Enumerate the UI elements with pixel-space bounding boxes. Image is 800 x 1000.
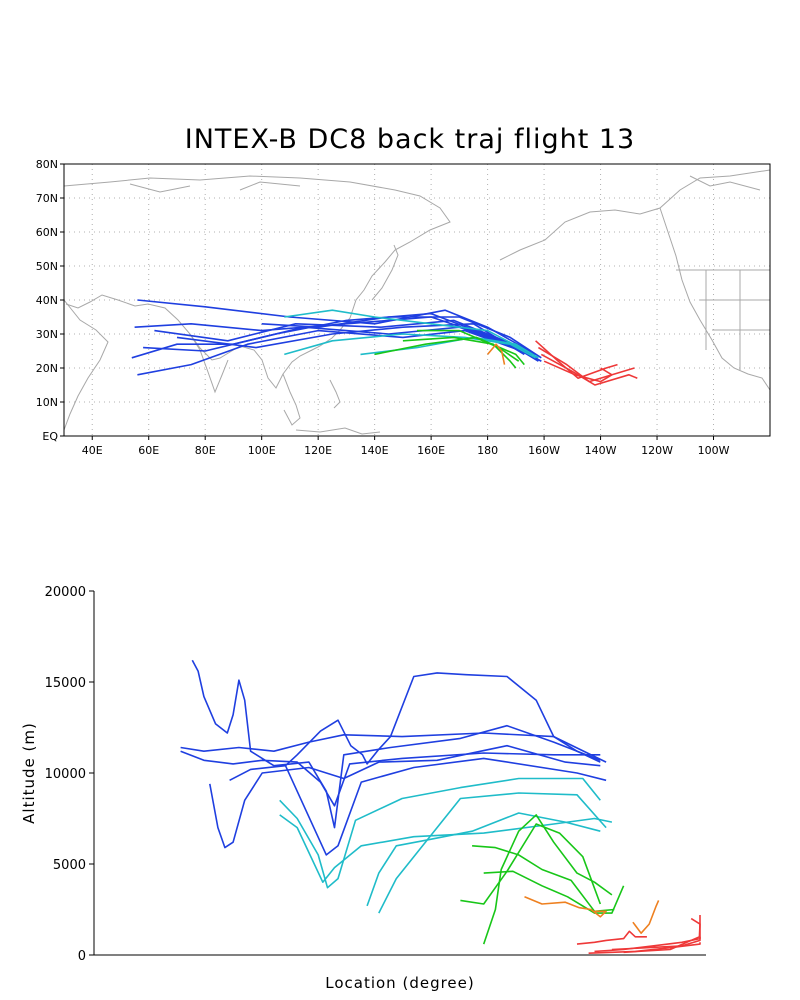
map-x-tick-label: 120E bbox=[304, 444, 332, 457]
altitude-y-tick-label: 5000 bbox=[53, 858, 86, 873]
map-trajectory-line bbox=[176, 323, 525, 356]
coastline-india bbox=[189, 333, 229, 394]
coastline-africa bbox=[63, 299, 109, 431]
map-x-tick-label: 60E bbox=[138, 444, 159, 457]
map-x-ticks: 40E 60E 80E 100E 120E 140E 160E 180 160W 140W 120W… bbox=[82, 436, 730, 457]
altitude-trajectory-line bbox=[209, 744, 601, 849]
map-trajectory-line bbox=[284, 309, 534, 356]
coastline-indochina bbox=[282, 373, 301, 426]
coastline-japan bbox=[371, 244, 399, 301]
map-x-tick-label: 140W bbox=[585, 444, 617, 457]
map-y-tick-label: 40N bbox=[36, 294, 58, 307]
coastlines bbox=[63, 169, 771, 435]
altitude-y-tick-label: 10000 bbox=[45, 767, 86, 782]
altitude-y-tick-label: 20000 bbox=[45, 585, 86, 600]
map-x-tick-label: 160W bbox=[528, 444, 560, 457]
map-x-tick-label: 120W bbox=[641, 444, 673, 457]
map-x-tick-label: 100E bbox=[248, 444, 276, 457]
altitude-trajectory-line bbox=[524, 896, 607, 918]
coastline-eurasia bbox=[63, 175, 451, 389]
altitude-x-label: Location (degree) bbox=[325, 974, 474, 992]
map-trajectory-line bbox=[261, 316, 542, 359]
altitude-y-tick-label: 15000 bbox=[45, 676, 86, 691]
coastline-alaska bbox=[499, 169, 771, 261]
altitude-trajectory-line bbox=[180, 750, 601, 807]
map-trajectory-line bbox=[540, 353, 638, 386]
map-x-tick-label: 80E bbox=[195, 444, 216, 457]
map-trajectory-line bbox=[402, 336, 517, 369]
map-y-tick-label: 80N bbox=[36, 158, 58, 171]
map-trajectory-line bbox=[486, 343, 506, 365]
map-trajectories bbox=[131, 299, 638, 386]
altitude-trajectory-line bbox=[576, 930, 647, 945]
map-x-tick-label: 40E bbox=[82, 444, 103, 457]
coastline-indonesia bbox=[295, 427, 381, 435]
altitude-y-tick-label: 0 bbox=[78, 949, 86, 964]
altitude-y-ticks: 0 5000 10000 15000 20000 bbox=[45, 585, 94, 964]
map-gridlines bbox=[64, 164, 770, 436]
altitude-trajectory-line bbox=[229, 757, 607, 856]
coastline-us-borders bbox=[676, 269, 770, 370]
altitude-trajectory-line bbox=[483, 870, 625, 914]
map-x-tick-label: 180 bbox=[477, 444, 498, 457]
altitude-trajectory-line bbox=[632, 900, 660, 934]
altitude-trajectory-line bbox=[623, 917, 701, 954]
map-y-tick-label: 50N bbox=[36, 260, 58, 273]
altitude-trajectory-line bbox=[284, 672, 601, 767]
map-y-tick-label: 10N bbox=[36, 396, 58, 409]
chart-title: INTEX-B DC8 back traj flight 13 bbox=[185, 124, 636, 155]
altitude-y-label: Altitude (m) bbox=[20, 722, 38, 824]
coastline-north-america bbox=[659, 207, 771, 391]
altitude-trajectory-line bbox=[482, 814, 613, 945]
coastline-philippines bbox=[329, 379, 341, 409]
altitude-trajectory-line bbox=[279, 777, 601, 889]
map-trajectory-line bbox=[154, 319, 542, 362]
altitude-trajectories bbox=[180, 659, 701, 954]
altitude-trajectory-line bbox=[611, 936, 701, 951]
altitude-trajectory-line bbox=[191, 659, 601, 829]
map-trajectory-line bbox=[137, 299, 536, 356]
map-trajectory-line bbox=[543, 360, 613, 383]
altitude-trajectory-line bbox=[472, 845, 615, 913]
map-y-tick-label: 30N bbox=[36, 328, 58, 341]
map-y-tick-label: 70N bbox=[36, 192, 58, 205]
map-x-tick-label: 100W bbox=[698, 444, 730, 457]
map-panel: INTEX-B DC8 back traj flight 13 40E 60E 80… bbox=[36, 124, 771, 457]
map-x-tick-label: 160E bbox=[417, 444, 445, 457]
altitude-trajectory-line bbox=[180, 732, 607, 763]
map-trajectory-line bbox=[143, 312, 536, 359]
map-y-tick-label: EQ bbox=[42, 430, 58, 443]
altitude-trajectory-line bbox=[366, 812, 601, 907]
altitude-trajectory-line bbox=[588, 942, 701, 954]
map-y-ticks: EQ 10N 20N 30N 40N 50N 60N 70N 80N bbox=[36, 158, 64, 443]
altitude-panel: 0 5000 10000 15000 20000 Location (degree) A… bbox=[20, 585, 706, 992]
map-y-tick-label: 60N bbox=[36, 226, 58, 239]
map-trajectory-line bbox=[284, 333, 536, 359]
altitude-trajectory-line bbox=[460, 823, 602, 905]
coastline-arctic bbox=[129, 175, 761, 193]
altitude-trajectory-line bbox=[279, 814, 613, 883]
altitude-trajectory-line bbox=[378, 792, 607, 914]
map-trajectory-line bbox=[417, 329, 520, 362]
map-y-tick-label: 20N bbox=[36, 362, 58, 375]
map-x-tick-label: 140E bbox=[361, 444, 389, 457]
